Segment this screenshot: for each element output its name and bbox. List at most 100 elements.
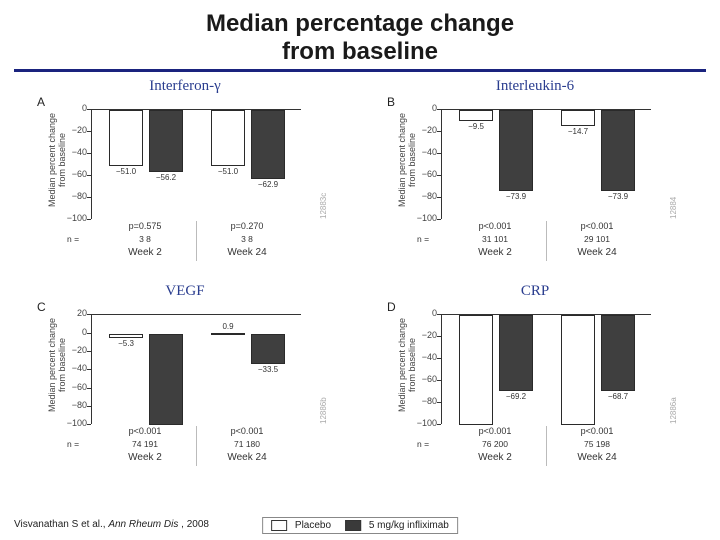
- plot-area: −51.0−56.2−51.0−62.9: [91, 109, 301, 219]
- panel-body: D−69.2−68.70−20−40−60−80−100Median perce…: [385, 302, 685, 482]
- y-axis-label: Median percent changefrom baseline: [47, 105, 67, 215]
- bar-treatment: [499, 315, 533, 391]
- y-axis-label: Median percent changefrom baseline: [397, 105, 417, 215]
- legend-item-placebo: Placebo: [271, 520, 331, 531]
- panel-letter: B: [387, 95, 395, 109]
- citation-journal: Ann Rheum Dis: [108, 519, 178, 530]
- swatch-treatment: [345, 520, 361, 531]
- ytick: [437, 402, 441, 403]
- ytick: [87, 424, 91, 425]
- ytick: [87, 388, 91, 389]
- ytick: [437, 358, 441, 359]
- bar-value-label: −62.9: [245, 180, 291, 189]
- n-prefix: n =: [417, 234, 429, 244]
- bar-value-label: −73.9: [493, 192, 539, 201]
- y-axis-label: Median percent changefrom baseline: [47, 310, 67, 420]
- ytick: [437, 131, 441, 132]
- week-label: Week 24: [560, 247, 634, 258]
- figure-side-code: 12886a: [669, 397, 678, 424]
- panel-letter: A: [37, 95, 45, 109]
- citation: Visvanathan S et al., Ann Rheum Dis , 20…: [14, 519, 209, 530]
- ytick: [87, 406, 91, 407]
- panel-A: Interferon-γA−51.0−56.2−51.0−62.90−20−40…: [14, 78, 356, 277]
- bar-placebo: [109, 110, 143, 166]
- bar-placebo: [211, 110, 245, 166]
- bar-treatment: [601, 110, 635, 191]
- swatch-placebo: [271, 520, 287, 531]
- p-value: p=0.575: [108, 221, 182, 231]
- week-label: Week 24: [210, 247, 284, 258]
- figure-side-code: 12884: [669, 197, 678, 219]
- ytick: [437, 424, 441, 425]
- bar-value-label: −73.9: [595, 192, 641, 201]
- n-values: 29 101: [556, 234, 638, 244]
- legend-item-treatment: 5 mg/kg infliximab: [345, 520, 449, 531]
- group-separator: [546, 221, 547, 261]
- week-label: Week 2: [458, 247, 532, 258]
- n-values: 75 198: [556, 439, 638, 449]
- panel-letter: C: [37, 300, 46, 314]
- week-label: Week 24: [210, 452, 284, 463]
- n-prefix: n =: [417, 439, 429, 449]
- panel-C: VEGFC−5.30.9−33.5200−20−40−60−80−100Medi…: [14, 283, 356, 482]
- group-separator: [196, 221, 197, 261]
- bar-placebo: [211, 333, 245, 335]
- week-label: Week 24: [560, 452, 634, 463]
- panel-D: CRP D−69.2−68.70−20−40−60−80−100Median pe…: [364, 283, 706, 482]
- panel-body: C−5.30.9−33.5200−20−40−60−80−100Median p…: [35, 302, 335, 482]
- bar-placebo: [561, 110, 595, 126]
- bar-treatment: [601, 315, 635, 391]
- panel-body: B−9.5−73.9−14.7−73.90−20−40−60−80−100Med…: [385, 97, 685, 277]
- ytick: [87, 351, 91, 352]
- ytick: [437, 336, 441, 337]
- bar-treatment: [149, 334, 183, 426]
- title-line1: Median percentage changefrom baseline: [206, 10, 514, 65]
- group-separator: [196, 426, 197, 466]
- week-label: Week 2: [108, 247, 182, 258]
- ytick: [87, 333, 91, 334]
- n-prefix: n =: [67, 234, 79, 244]
- ytick: [437, 175, 441, 176]
- legend: Placebo 5 mg/kg infliximab: [262, 517, 458, 534]
- ytick: [87, 197, 91, 198]
- n-values: 74 191: [104, 439, 186, 449]
- p-value: p<0.001: [210, 426, 284, 436]
- panel-body: A−51.0−56.2−51.0−62.90−20−40−60−80−100Me…: [35, 97, 335, 277]
- group-separator: [546, 426, 547, 466]
- p-value: p<0.001: [560, 426, 634, 436]
- bar-value-label: −51.0: [205, 167, 251, 176]
- bar-value-label: −68.7: [595, 392, 641, 401]
- ytick: [437, 219, 441, 220]
- bar-placebo: [561, 315, 595, 425]
- n-prefix: n =: [67, 439, 79, 449]
- figure-side-code: 12886b: [319, 397, 328, 424]
- bar-value-label: −33.5: [245, 365, 291, 374]
- slide-title: Median percentage changefrom baseline: [0, 0, 720, 69]
- slide-root: Median percentage changefrom baseline In…: [0, 0, 720, 540]
- bar-value-label: −56.2: [143, 173, 189, 182]
- panel-B: Interleukin-6B−9.5−73.9−14.7−73.90−20−40…: [364, 78, 706, 277]
- panel-title: Interleukin-6: [496, 78, 574, 95]
- week-label: Week 2: [458, 452, 532, 463]
- bar-value-label: −9.5: [453, 122, 499, 131]
- legend-label-treatment: 5 mg/kg infliximab: [369, 520, 449, 531]
- ytick: [87, 175, 91, 176]
- ytick: [87, 219, 91, 220]
- bar-treatment: [499, 110, 533, 191]
- citation-year: , 2008: [181, 519, 209, 530]
- bar-placebo: [459, 110, 493, 120]
- bar-value-label: 0.9: [205, 322, 251, 331]
- figure-side-code: 12883c: [319, 193, 328, 219]
- citation-author: Visvanathan S et al.,: [14, 519, 108, 530]
- panel-letter: D: [387, 300, 396, 314]
- plot-area: −5.30.9−33.5: [91, 314, 301, 424]
- p-value: p<0.001: [108, 426, 182, 436]
- panel-title: CRP: [521, 283, 549, 300]
- panel-title: Interferon-γ: [149, 78, 221, 95]
- n-values: 3 8: [206, 234, 288, 244]
- bar-placebo: [459, 315, 493, 425]
- p-value: p=0.270: [210, 221, 284, 231]
- ytick: [437, 380, 441, 381]
- n-values: 3 8: [104, 234, 186, 244]
- bar-treatment: [149, 110, 183, 172]
